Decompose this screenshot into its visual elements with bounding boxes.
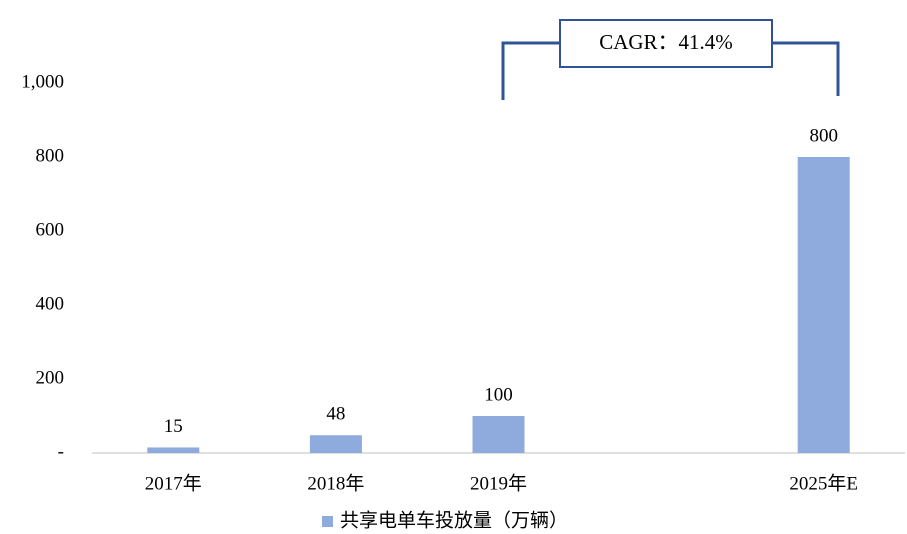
bar	[309, 435, 362, 453]
y-tick-label: 400	[36, 293, 65, 314]
x-tick-label: 2019年	[470, 472, 527, 494]
legend-label: 共享电单车投放量（万辆）	[340, 509, 568, 531]
bracket-right	[772, 41, 840, 96]
data-label: 15	[164, 416, 183, 437]
bar	[797, 157, 850, 453]
bracket-left	[501, 41, 560, 100]
data-label: 48	[326, 404, 345, 425]
annotation-box	[559, 19, 773, 68]
data-label: 800	[809, 125, 838, 146]
y-tick-label: -	[58, 441, 64, 462]
y-tick-label: 1,000	[21, 71, 64, 92]
annotation: CAGR：41.4%	[599, 30, 733, 54]
y-tick-label: 200	[36, 367, 65, 388]
y-tick-label: 600	[36, 219, 65, 240]
bar	[472, 416, 525, 453]
bar	[147, 447, 200, 453]
x-tick-label: 2017年	[145, 472, 202, 494]
y-tick-label: 800	[36, 145, 65, 166]
x-tick-label: 2018年	[307, 472, 364, 494]
data-label: 100	[484, 384, 513, 405]
legend-swatch	[322, 516, 333, 527]
x-tick-label: 2025年E	[789, 472, 858, 494]
